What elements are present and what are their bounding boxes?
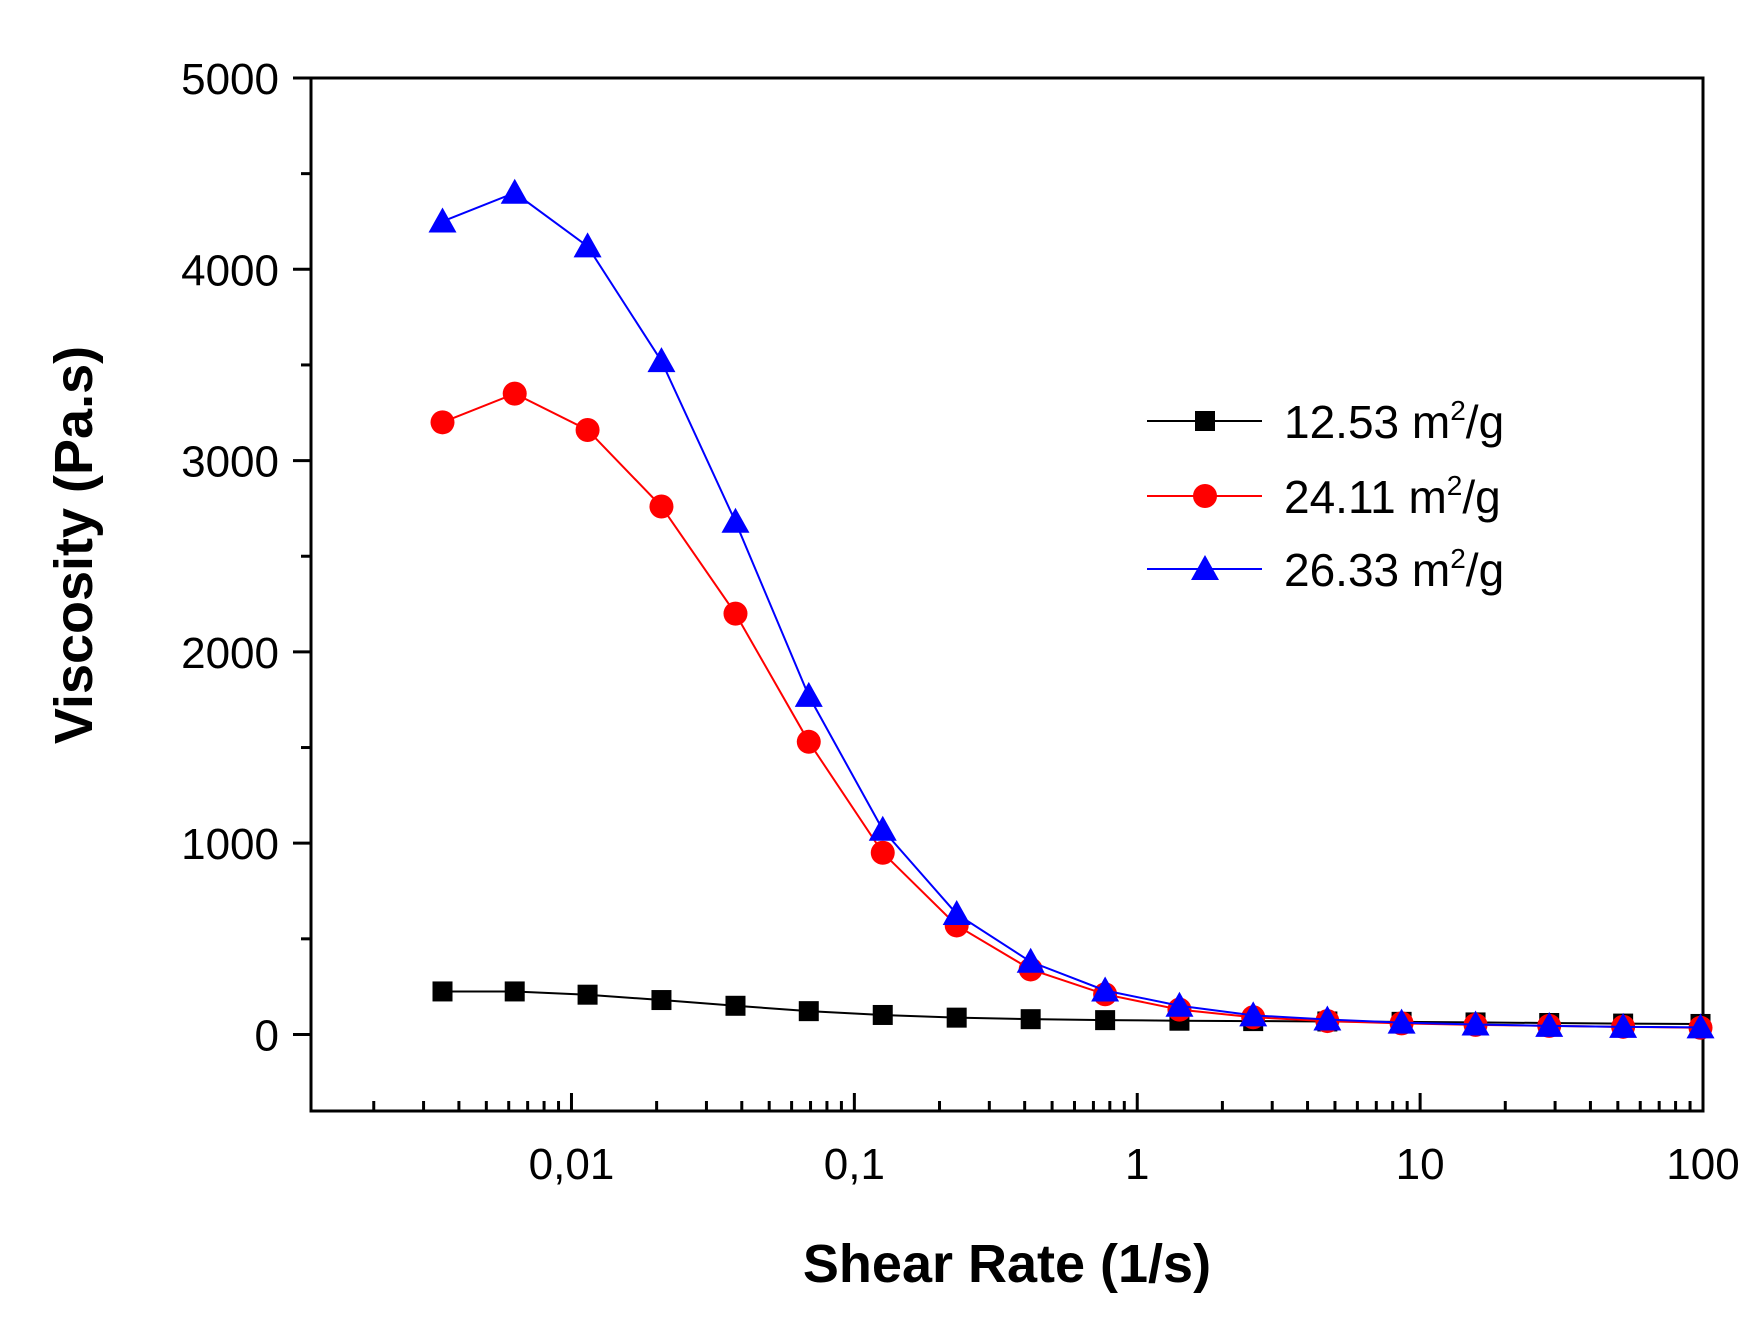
series-line <box>442 191 1701 1029</box>
legend-marker <box>1191 555 1219 580</box>
data-point <box>1239 1001 1268 1027</box>
x-tick-label: 0,01 <box>529 1140 615 1189</box>
data-point <box>868 815 897 841</box>
data-point <box>942 899 971 925</box>
data-point <box>502 381 527 406</box>
data-point <box>723 601 748 626</box>
series-2 <box>428 178 1715 1039</box>
legend-marker <box>1193 484 1217 508</box>
data-point <box>651 990 672 1011</box>
data-point <box>504 981 525 1002</box>
legend-label: 26.33 m2/g <box>1284 543 1504 596</box>
x-tick-label: 100 <box>1666 1140 1739 1189</box>
plot-border <box>309 76 1705 1113</box>
data-point <box>432 981 453 1002</box>
legend-item-2: 26.33 m2/g <box>1147 543 1504 596</box>
data-point <box>500 178 529 204</box>
data-point <box>577 984 598 1005</box>
data-point <box>575 417 600 442</box>
data-point <box>1091 976 1120 1002</box>
data-point <box>1686 1013 1715 1039</box>
x-tick-label: 1 <box>1125 1140 1149 1189</box>
data-point <box>573 232 602 258</box>
data-point <box>946 1007 967 1028</box>
y-tick-label: 0 <box>255 1011 279 1060</box>
data-point <box>430 410 455 435</box>
x-tick-label: 10 <box>1396 1140 1445 1189</box>
data-point <box>428 207 457 233</box>
data-point <box>794 681 823 707</box>
x-axis-title: Shear Rate (1/s) <box>803 1234 1211 1294</box>
data-point <box>1020 1009 1041 1030</box>
y-tick-label: 4000 <box>181 246 279 295</box>
y-tick-label: 3000 <box>181 438 279 487</box>
legend-label: 12.53 m2/g <box>1284 395 1504 448</box>
data-point <box>798 1001 819 1022</box>
legend: 12.53 m2/g 24.11 m2/g 26.33 m2/g <box>1147 395 1504 596</box>
data-point <box>1461 1010 1490 1036</box>
y-tick-label: 2000 <box>181 629 279 678</box>
data-point <box>721 507 750 533</box>
legend-label: 24.11 m2/g <box>1284 470 1501 523</box>
data-point <box>647 347 676 373</box>
data-point <box>1165 991 1194 1017</box>
legend-item-1: 24.11 m2/g <box>1147 470 1501 523</box>
data-point <box>649 494 674 519</box>
data-point <box>1016 947 1045 973</box>
data-point <box>725 995 746 1016</box>
data-point <box>1095 1010 1116 1031</box>
data-point <box>1387 1008 1416 1034</box>
series-layer <box>428 178 1715 1040</box>
y-tick-label: 1000 <box>181 820 279 869</box>
data-point <box>870 840 895 865</box>
y-axis-title: Viscosity (Pa.s) <box>44 346 104 744</box>
data-point <box>1313 1005 1342 1031</box>
data-point <box>872 1004 893 1025</box>
legend-marker <box>1195 411 1215 431</box>
data-point <box>1609 1012 1638 1038</box>
x-tick-label: 0,1 <box>824 1140 885 1189</box>
series-line <box>442 990 1701 1025</box>
plot-area <box>309 76 1705 1113</box>
data-point <box>1535 1011 1564 1037</box>
data-point <box>796 729 821 754</box>
y-tick-label: 5000 <box>181 55 279 104</box>
legend-item-0: 12.53 m2/g <box>1147 395 1504 448</box>
